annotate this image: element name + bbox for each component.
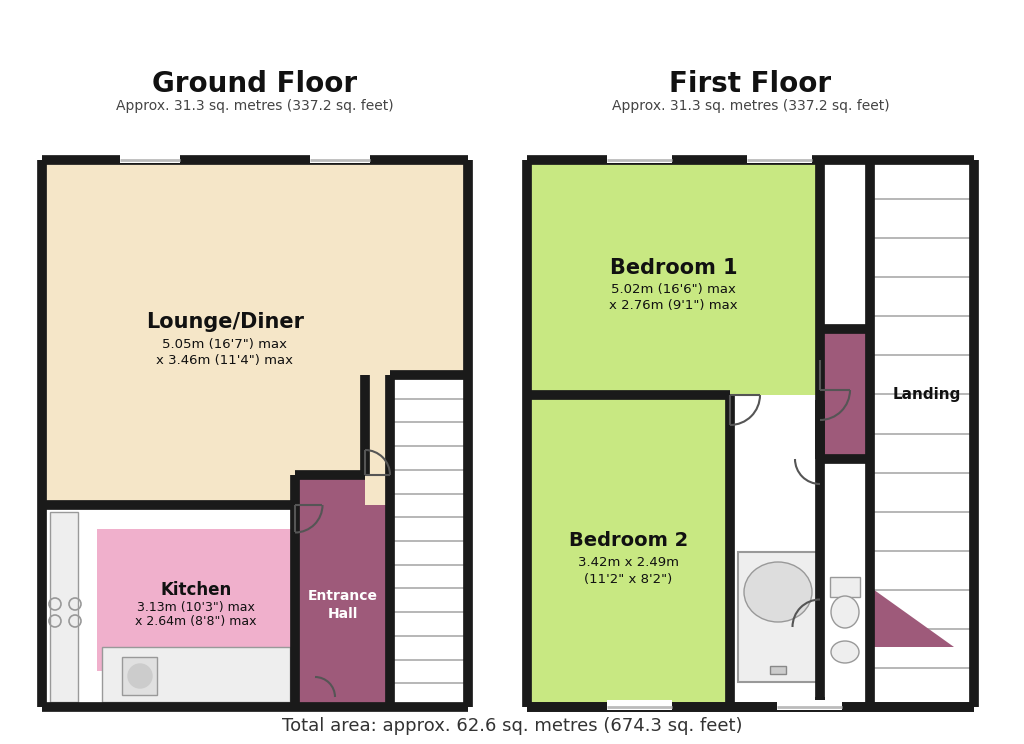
Bar bbox=[820, 459, 870, 707]
Bar bbox=[770, 666, 786, 674]
Text: Kitchen: Kitchen bbox=[161, 581, 231, 599]
Polygon shape bbox=[870, 587, 954, 647]
Text: (11'2" x 8'2"): (11'2" x 8'2") bbox=[585, 572, 673, 586]
Text: 3.13m (10'3") max: 3.13m (10'3") max bbox=[137, 601, 255, 615]
Bar bbox=[310, 153, 370, 163]
Bar bbox=[746, 153, 812, 163]
Text: x 2.64m (8'8") max: x 2.64m (8'8") max bbox=[135, 615, 257, 629]
Bar bbox=[830, 577, 860, 597]
Bar bbox=[122, 657, 157, 695]
Text: x 2.76m (9'1") max: x 2.76m (9'1") max bbox=[609, 299, 738, 312]
Bar bbox=[295, 475, 365, 505]
Bar bbox=[730, 395, 820, 707]
Bar bbox=[527, 160, 820, 395]
Bar bbox=[120, 153, 180, 163]
Text: Lounge/Diner: Lounge/Diner bbox=[146, 312, 304, 333]
Bar bbox=[295, 505, 390, 707]
Circle shape bbox=[128, 664, 152, 688]
Text: 3.42m x 2.49m: 3.42m x 2.49m bbox=[578, 557, 679, 569]
Bar bbox=[777, 700, 842, 710]
Text: Hall: Hall bbox=[328, 607, 357, 621]
Text: Bedroom 1: Bedroom 1 bbox=[609, 257, 737, 278]
Text: Approx. 31.3 sq. metres (337.2 sq. feet): Approx. 31.3 sq. metres (337.2 sq. feet) bbox=[116, 99, 394, 113]
Bar bbox=[42, 160, 468, 505]
Text: First Floor: First Floor bbox=[670, 70, 831, 98]
Text: Bedroom 2: Bedroom 2 bbox=[569, 531, 688, 551]
Bar bbox=[50, 512, 78, 702]
Text: Landing: Landing bbox=[893, 386, 962, 402]
Bar bbox=[42, 505, 295, 707]
Bar bbox=[607, 700, 672, 710]
Text: 5.02m (16'6") max: 5.02m (16'6") max bbox=[611, 283, 736, 296]
Ellipse shape bbox=[831, 596, 859, 628]
Text: Ground Floor: Ground Floor bbox=[153, 70, 357, 98]
Text: Approx. 31.3 sq. metres (337.2 sq. feet): Approx. 31.3 sq. metres (337.2 sq. feet) bbox=[611, 99, 889, 113]
Text: 5.05m (16'7") max: 5.05m (16'7") max bbox=[163, 338, 288, 351]
Text: Total area: approx. 62.6 sq. metres (674.3 sq. feet): Total area: approx. 62.6 sq. metres (674… bbox=[282, 717, 742, 735]
Bar bbox=[607, 153, 672, 163]
Bar bbox=[820, 329, 870, 459]
Bar bbox=[97, 529, 295, 671]
Bar bbox=[870, 160, 974, 707]
Text: x 3.46m (11'4") max: x 3.46m (11'4") max bbox=[157, 354, 294, 367]
Bar bbox=[390, 160, 468, 375]
Bar bbox=[390, 375, 468, 707]
Ellipse shape bbox=[744, 562, 812, 622]
Bar bbox=[738, 552, 818, 682]
Text: Entrance: Entrance bbox=[307, 589, 378, 603]
Bar bbox=[527, 395, 730, 707]
Ellipse shape bbox=[831, 641, 859, 663]
Bar bbox=[102, 647, 290, 702]
